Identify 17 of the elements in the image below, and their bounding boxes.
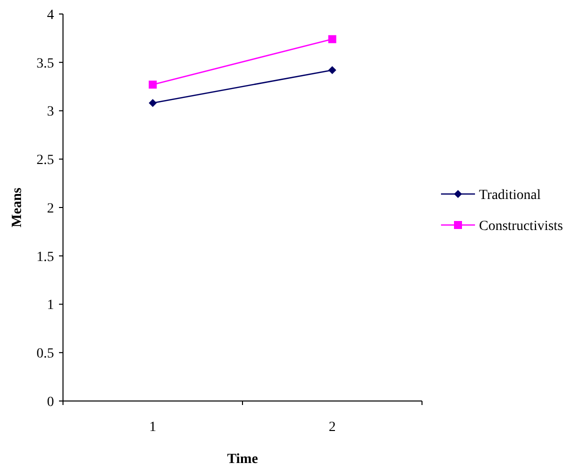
point [328,66,336,74]
legend-label: Constructivists [479,218,564,234]
y-axis-title: Means [10,187,25,228]
x-axis-title: Time [227,452,258,466]
y-tick-label: 0 [47,394,54,410]
point [148,99,157,108]
point [148,80,157,89]
y-tick-label: 0.5 [36,346,54,362]
y-tick-label: 2.5 [36,153,54,168]
y-tick-label: 3.5 [36,56,54,72]
legend-label: Traditional [479,188,541,203]
y-tick-label: 1 [47,298,54,314]
y-tick-label: 2 [47,201,54,216]
y-tick-label: 1.5 [36,250,54,265]
y-tick-label: 4 [47,8,54,23]
y-tick-label: 3 [47,104,54,120]
point [328,35,336,44]
